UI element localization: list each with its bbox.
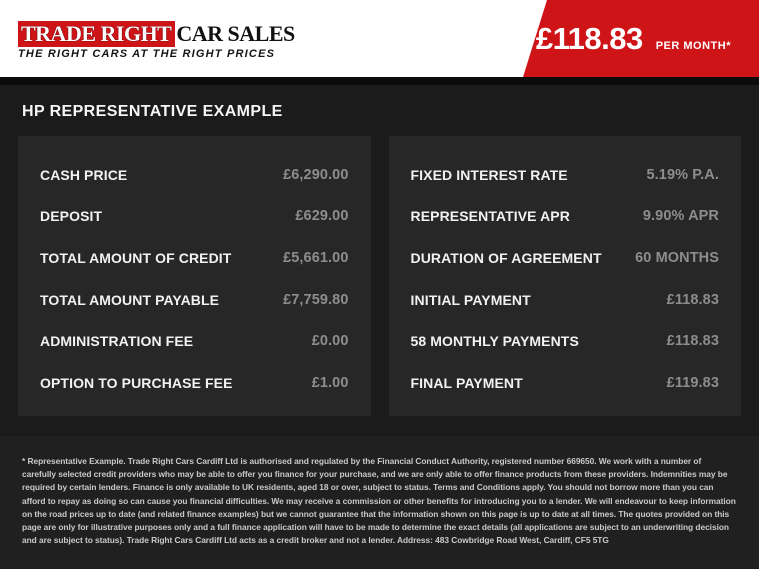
row-value: £6,290.00 bbox=[283, 166, 349, 183]
row-label: REPRESENTATIVE APR bbox=[410, 208, 570, 225]
dealer-tagline: THE RIGHT CARS AT THE RIGHT PRICES bbox=[18, 48, 276, 60]
finance-row-fixed-interest-rate: FIXED INTEREST RATE 5.19% P.A. bbox=[411, 167, 720, 183]
monthly-price: £118.83 bbox=[535, 20, 643, 56]
row-label: OPTION TO PURCHASE FEE bbox=[40, 375, 233, 392]
row-value: 5.19% P.A. bbox=[646, 166, 719, 183]
row-label: TOTAL AMOUNT OF CREDIT bbox=[40, 250, 232, 267]
dealer-logo-wordmark: TRADE RIGHT CAR SALES bbox=[18, 21, 295, 47]
finance-row-cash-price: CASH PRICE £6,290.00 bbox=[40, 167, 349, 183]
row-label: TOTAL AMOUNT PAYABLE bbox=[40, 291, 220, 308]
row-label: FINAL PAYMENT bbox=[410, 375, 523, 392]
finance-row-representative-apr: REPRESENTATIVE APR 9.90% APR bbox=[411, 208, 720, 224]
row-value: 9.90% APR bbox=[642, 208, 719, 225]
logo-secondary-text: CAR SALES bbox=[176, 21, 295, 46]
site-header: TRADE RIGHT CAR SALES THE RIGHT CARS AT T… bbox=[0, 0, 759, 77]
row-label: INITIAL PAYMENT bbox=[410, 291, 531, 308]
finance-panels: CASH PRICE £6,290.00 DEPOSIT £629.00 TOT… bbox=[18, 136, 741, 416]
representative-example-disclaimer: * Representative Example. Trade Right Ca… bbox=[22, 456, 736, 546]
row-value: £118.83 bbox=[666, 291, 719, 308]
dealer-logo: TRADE RIGHT CAR SALES THE RIGHT CARS AT T… bbox=[18, 21, 295, 60]
finance-row-total-payable: TOTAL AMOUNT PAYABLE £7,759.80 bbox=[40, 292, 349, 308]
finance-row-deposit: DEPOSIT £629.00 bbox=[40, 208, 349, 224]
finance-row-final-payment: FINAL PAYMENT £119.83 bbox=[411, 375, 720, 391]
row-label: DURATION OF AGREEMENT bbox=[410, 250, 602, 267]
header-divider-bar bbox=[0, 77, 759, 85]
row-value: 60 MONTHS bbox=[635, 250, 719, 267]
row-value: £5,661.00 bbox=[283, 250, 349, 267]
finance-row-total-credit: TOTAL AMOUNT OF CREDIT £5,661.00 bbox=[40, 250, 349, 266]
finance-panel-left: CASH PRICE £6,290.00 DEPOSIT £629.00 TOT… bbox=[18, 136, 371, 416]
row-value: £629.00 bbox=[295, 208, 349, 225]
monthly-price-banner: £118.83 PER MONTH* bbox=[523, 0, 759, 77]
finance-row-admin-fee: ADMINISTRATION FEE £0.00 bbox=[40, 333, 349, 349]
finance-row-duration: DURATION OF AGREEMENT 60 MONTHS bbox=[411, 250, 720, 266]
row-label: FIXED INTEREST RATE bbox=[410, 166, 568, 183]
row-value: £1.00 bbox=[311, 375, 349, 392]
row-value: £119.83 bbox=[666, 375, 719, 392]
row-value: £0.00 bbox=[311, 333, 349, 350]
row-label: CASH PRICE bbox=[40, 166, 128, 183]
monthly-price-banner-content: £118.83 PER MONTH* bbox=[536, 21, 731, 57]
section-title: HP REPRESENTATIVE EXAMPLE bbox=[22, 103, 283, 120]
row-label: DEPOSIT bbox=[40, 208, 103, 225]
row-value: £118.83 bbox=[666, 333, 719, 350]
finance-example-section: HP REPRESENTATIVE EXAMPLE CASH PRICE £6,… bbox=[0, 85, 759, 569]
row-value: £7,759.80 bbox=[283, 291, 349, 308]
finance-row-option-to-purchase-fee: OPTION TO PURCHASE FEE £1.00 bbox=[40, 375, 349, 391]
row-label: ADMINISTRATION FEE bbox=[40, 333, 194, 350]
finance-row-initial-payment: INITIAL PAYMENT £118.83 bbox=[411, 292, 720, 308]
row-label: 58 MONTHLY PAYMENTS bbox=[410, 333, 579, 350]
monthly-price-suffix: PER MONTH* bbox=[655, 39, 731, 52]
finance-panel-right: FIXED INTEREST RATE 5.19% P.A. REPRESENT… bbox=[388, 136, 741, 416]
logo-primary-text: TRADE RIGHT bbox=[18, 21, 176, 47]
legal-footer: * Representative Example. Trade Right Ca… bbox=[0, 436, 759, 568]
finance-row-monthly-payments: 58 MONTHLY PAYMENTS £118.83 bbox=[411, 333, 720, 349]
